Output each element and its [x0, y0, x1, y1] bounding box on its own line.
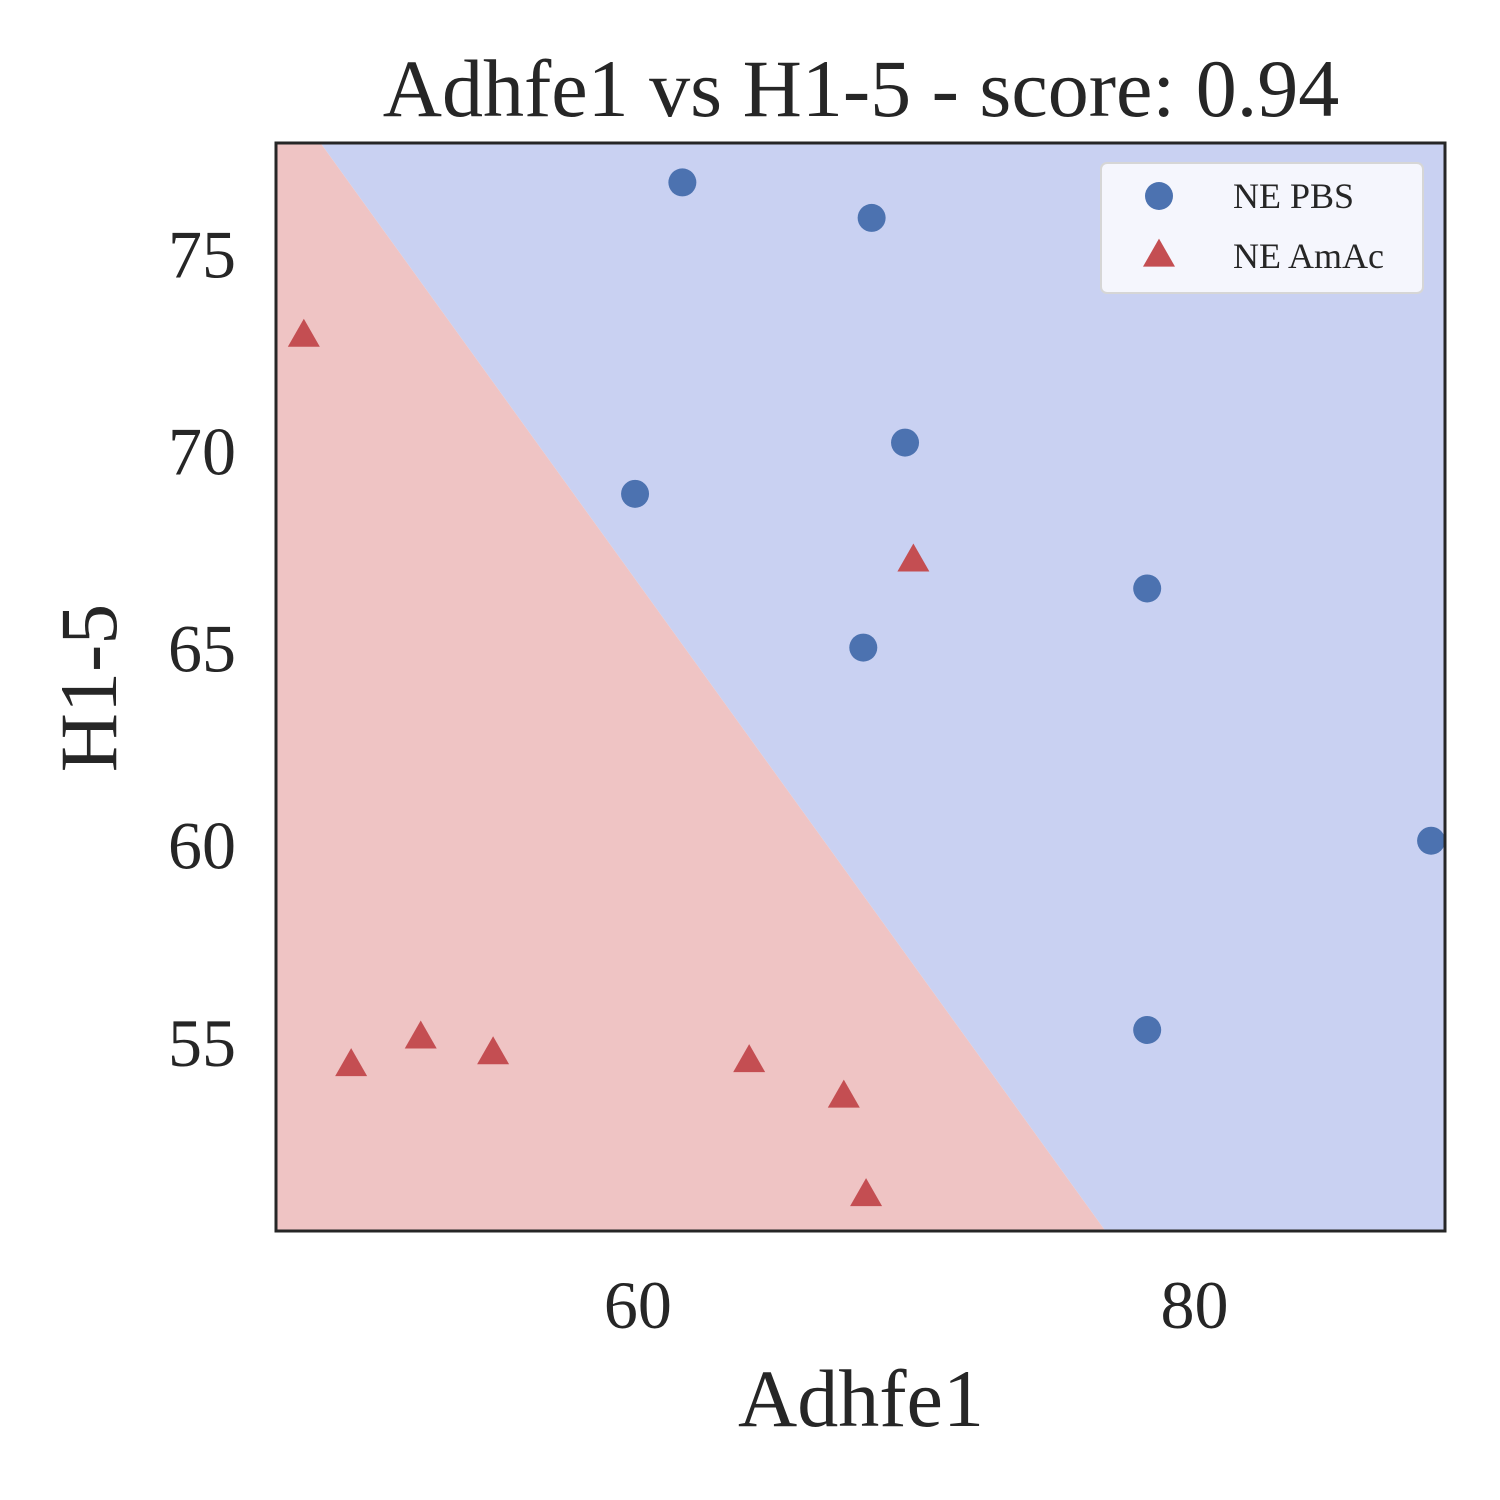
- y-tick-label: 70: [168, 413, 236, 489]
- region-ne-pbs: [320, 143, 1445, 1231]
- legend-marker-ne-pbs: [1145, 182, 1173, 210]
- data-point-ne-pbs: [1133, 574, 1162, 603]
- data-point-ne-pbs: [621, 479, 650, 508]
- data-point-ne-amac: [477, 1036, 510, 1065]
- data-point-ne-amac: [335, 1048, 368, 1077]
- data-point-ne-pbs: [668, 168, 697, 197]
- legend: NE PBS NE AmAc: [1100, 162, 1424, 294]
- legend-label-ne-pbs: NE PBS: [1233, 176, 1354, 216]
- data-point-ne-amac: [897, 543, 930, 572]
- data-markers: [287, 168, 1446, 1207]
- legend-box: [1100, 162, 1424, 294]
- data-point-ne-pbs: [849, 633, 878, 662]
- data-point-ne-amac: [404, 1020, 437, 1049]
- y-tick-labels: 55 60 65 70 75: [168, 216, 236, 1080]
- legend-marker-ne-amac: [1143, 238, 1175, 267]
- data-point-ne-pbs: [1417, 826, 1446, 855]
- plot-frame: [274, 141, 1447, 1233]
- x-axis-label: Adhfe1: [738, 1353, 984, 1444]
- y-tick-label: 60: [168, 808, 236, 884]
- x-tick-label: 80: [1161, 1267, 1229, 1343]
- data-point-ne-amac: [827, 1079, 860, 1108]
- plot-area: [274, 141, 1447, 1233]
- y-axis-label: H1-5: [43, 604, 134, 773]
- y-tick-label: 55: [168, 1005, 236, 1081]
- chart-title: Adhfe1 vs H1-5 - score: 0.94: [383, 43, 1339, 134]
- y-tick-label: 75: [168, 216, 236, 292]
- x-tick-label: 60: [604, 1267, 672, 1343]
- data-point-ne-amac: [287, 318, 320, 347]
- data-point-ne-amac: [733, 1044, 766, 1073]
- x-tick-labels: 60 80: [604, 1267, 1229, 1343]
- y-tick-label: 65: [168, 611, 236, 687]
- legend-label-ne-amac: NE AmAc: [1233, 236, 1384, 276]
- data-point-ne-pbs: [857, 203, 886, 232]
- data-point-ne-pbs: [891, 428, 920, 457]
- data-point-ne-amac: [850, 1178, 883, 1207]
- data-point-ne-pbs: [1133, 1015, 1162, 1044]
- region-ne-amac: [276, 143, 1106, 1231]
